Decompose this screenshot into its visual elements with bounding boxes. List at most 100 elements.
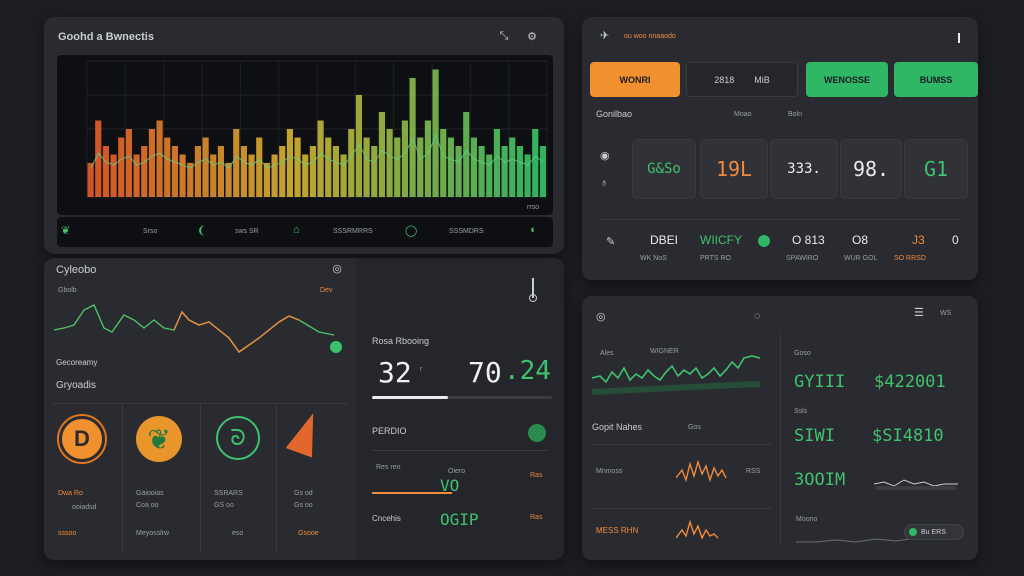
center-section-dot (528, 424, 546, 442)
stat-card-4[interactable]: 98. (840, 139, 902, 199)
chart-bar (463, 112, 470, 197)
side-title: Goso (794, 350, 811, 357)
value-2: $SI4810 (872, 426, 944, 446)
circle-icon[interactable]: ◯ (405, 225, 418, 237)
tile-4[interactable]: Gs od Gs oo Gsooe (278, 406, 348, 556)
curve-icon[interactable]: ❨ (197, 225, 207, 237)
target-icon[interactable]: ◎ (596, 311, 606, 323)
stat-card-3[interactable]: 333. (770, 139, 838, 199)
settings-icon[interactable]: ⚙ (527, 30, 537, 43)
row-label: Gopit Nahes (592, 422, 643, 432)
tile-3[interactable]: ᘐ SSRARS GS oo eso (202, 406, 276, 556)
tab-plain-1[interactable]: 2818 MiB (686, 62, 798, 97)
chart-bar (302, 154, 309, 197)
tile-divider-v2 (200, 403, 201, 553)
row-side: Gos (688, 424, 701, 431)
chart-bar (240, 146, 247, 197)
main-chart-panel: Goohd a Bwnectis ⤡ ⚙ rrso ❦ Srso ❨ sws S… (44, 17, 564, 254)
left-sparkline (54, 304, 342, 353)
close-bar-icon[interactable] (958, 33, 960, 43)
row1-side: Ras (530, 472, 543, 479)
chart-bar (248, 154, 255, 197)
big-left-unit: r (420, 366, 423, 373)
stat-3-sub: SPAWIRO (786, 255, 819, 262)
stat-4-label: O8 (852, 233, 869, 247)
edit-icon[interactable]: ✎ (606, 236, 616, 248)
row2-divider (592, 508, 772, 509)
tag-icon[interactable]: ⌂ (293, 224, 300, 236)
chart-bar (478, 146, 485, 197)
shrink-icon[interactable]: ⤡ (499, 29, 509, 42)
chart-bar (424, 120, 431, 197)
row1-big: VO (440, 476, 460, 495)
pin-icon[interactable] (532, 278, 534, 298)
chart-bar (233, 129, 240, 197)
tile-1-sub: sssoo (58, 530, 77, 537)
row2-label: Cncehis (372, 514, 401, 523)
pin-head-icon (529, 294, 537, 302)
value-1-big: GYIII (794, 372, 846, 392)
chart-bar (217, 146, 224, 197)
chart-bar (148, 129, 155, 197)
stat-card-5[interactable]: G1 (904, 139, 968, 199)
chart-bar (202, 137, 209, 197)
pin-location-icon[interactable]: ♁ (600, 177, 609, 189)
col-a-label: Moao (734, 111, 752, 118)
stat-3-label: O 813 (792, 233, 825, 247)
tile-4-name: Gs od (294, 490, 313, 497)
chart-bar (539, 146, 546, 197)
tab-green-2[interactable]: BUMSS (894, 62, 978, 97)
chart-footer-label: rrso (527, 204, 540, 211)
tile-2[interactable]: ❦ Gaiooias Coa oo Meyosslrw (124, 406, 200, 556)
tab-active[interactable]: WONRI (590, 62, 680, 97)
chart-bar (210, 154, 217, 197)
radio-icon[interactable]: ◉ (600, 150, 610, 162)
main-chart-area: rrso (57, 55, 553, 215)
chart-bar (171, 146, 178, 197)
chart-bar (516, 146, 523, 197)
row-divider (592, 444, 772, 445)
stat-5-sub: SO RRSD (894, 255, 926, 262)
tile-1[interactable]: D Dwa Ro ooiadsd sssoo (52, 406, 122, 556)
row2-label: Mnmoss (596, 468, 623, 475)
plane-icon[interactable]: ✈ (600, 30, 610, 42)
stat-1-sub: WK NoS (640, 255, 667, 262)
info-icon[interactable]: ◎ (332, 262, 342, 275)
chart-bar (401, 120, 408, 197)
chat-icon[interactable]: ◌ (754, 310, 761, 322)
tab-green-1[interactable]: WENOSSE (806, 62, 888, 97)
stat-5-label: J3 (912, 233, 925, 247)
stat-2-label: WIICFY (700, 233, 742, 247)
chart-bar (394, 137, 401, 197)
row2-side: RSS (746, 468, 761, 475)
chart-bar (95, 120, 102, 197)
left-lower-panel: Cyleobo ◎ Gbolb Dev Gecoreamy Gryoadis D… (44, 258, 564, 560)
chart-bar (486, 154, 493, 197)
tile-2-name: Gaiooias (136, 490, 164, 497)
chart-bar (371, 146, 378, 197)
tile-divider-v1 (122, 403, 123, 553)
stat-card-1[interactable]: G&So (632, 139, 696, 199)
sparkline-tag: Dev (320, 287, 333, 294)
bottom-right-v-divider (780, 334, 781, 544)
row3-sparkline (676, 519, 719, 540)
footer-badge[interactable]: Bu ERS (904, 524, 964, 540)
chart-bar (225, 163, 232, 197)
stat-card-2[interactable]: 19L (700, 139, 768, 199)
plant-coin-icon: ❦ (136, 416, 182, 462)
chart-bar (378, 112, 385, 197)
main-bar-chart (86, 60, 548, 198)
leaf-icon[interactable]: ❦ (61, 225, 71, 237)
chart-bar (447, 137, 454, 197)
drop-icon[interactable]: ◖ (529, 224, 536, 236)
coin-icon: D (59, 416, 105, 462)
chart-bar (286, 129, 293, 197)
spark-label-a: Ales (600, 350, 614, 357)
menu-icon[interactable]: ☰ (914, 307, 924, 319)
chart-bar (348, 129, 355, 197)
chart-bar (355, 95, 362, 197)
chart-bar (501, 146, 508, 197)
top-right-section: Gonilbao (596, 109, 633, 119)
footer-badge-label: Bu ERS (921, 528, 946, 536)
tile-1-value: ooiadsd (72, 504, 97, 511)
